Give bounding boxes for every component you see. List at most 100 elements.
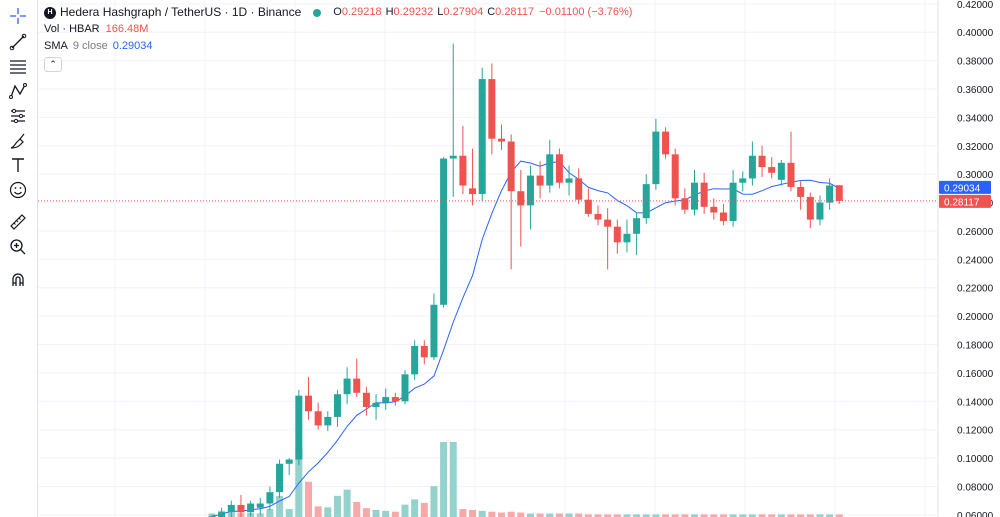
volume-bar [555, 513, 563, 517]
candle[interactable] [681, 198, 689, 210]
candle[interactable] [594, 213, 602, 220]
sma-row[interactable]: SMA 9 close 0.29034 [44, 38, 634, 55]
candle[interactable] [333, 394, 341, 417]
candle[interactable] [777, 162, 785, 180]
candle[interactable] [729, 182, 737, 222]
crosshair-icon[interactable] [8, 6, 28, 26]
candle[interactable] [440, 158, 448, 305]
candle[interactable] [758, 155, 766, 168]
volume-bar [787, 514, 795, 517]
candle[interactable] [430, 304, 438, 358]
candle[interactable] [295, 395, 303, 460]
zoom-in-icon[interactable] [8, 237, 28, 257]
volume-bar [469, 509, 477, 517]
volume-bar [652, 514, 660, 517]
candle[interactable] [787, 162, 795, 187]
forecast-icon[interactable] [8, 106, 28, 126]
candle[interactable] [247, 503, 255, 513]
candle[interactable] [575, 178, 583, 200]
candle[interactable] [652, 131, 660, 185]
volume-bar [498, 512, 505, 517]
pattern-icon[interactable] [8, 81, 28, 101]
low-value: 0.27904 [443, 6, 484, 18]
candle[interactable] [613, 226, 621, 243]
candle[interactable] [314, 411, 322, 426]
candle[interactable] [700, 182, 708, 207]
volume-bar [324, 507, 332, 517]
drawing-toolbar [0, 0, 38, 517]
candle[interactable] [478, 79, 486, 195]
candle[interactable] [372, 402, 380, 407]
candle[interactable] [826, 185, 834, 203]
emoji-icon[interactable] [8, 180, 28, 200]
candle[interactable] [604, 219, 612, 227]
candle[interactable] [584, 199, 592, 214]
candle[interactable] [469, 188, 477, 195]
candle[interactable] [806, 196, 814, 220]
candle[interactable] [401, 374, 409, 402]
candle[interactable] [816, 202, 824, 220]
y-tick-label: 0.08000 [957, 482, 994, 493]
candle[interactable] [555, 154, 563, 183]
candle[interactable] [218, 512, 226, 517]
candle[interactable] [768, 167, 776, 173]
volume-row[interactable]: Vol · HBAR 166.48M [44, 21, 634, 38]
volume-bar [758, 514, 766, 517]
candle[interactable] [237, 504, 245, 513]
candle[interactable] [382, 397, 390, 403]
collapse-legend-button[interactable]: ⌃ [44, 57, 62, 72]
candle[interactable] [748, 155, 756, 179]
candle[interactable] [739, 178, 747, 183]
trend-line-icon[interactable] [8, 32, 28, 52]
candle[interactable] [420, 345, 428, 358]
candle[interactable] [498, 138, 505, 142]
chart-area[interactable]: 0.06000 0.08000 0.10000 0.12000 0.14000 0.160… [38, 0, 1000, 517]
candle[interactable] [343, 378, 351, 395]
candle[interactable] [546, 154, 554, 186]
candle[interactable] [488, 79, 496, 139]
candle[interactable] [285, 459, 293, 464]
candle[interactable] [662, 131, 670, 155]
volume-bar [613, 514, 621, 517]
candle[interactable] [565, 178, 573, 183]
candle[interactable] [266, 492, 274, 504]
candle[interactable] [536, 175, 544, 186]
candle[interactable] [362, 392, 370, 407]
y-tick-label: 0.18000 [957, 341, 994, 352]
candle[interactable] [256, 503, 264, 508]
low-label: L [437, 6, 444, 18]
candle[interactable] [710, 206, 718, 213]
brush-icon[interactable] [8, 131, 28, 151]
volume-bar [343, 489, 351, 517]
y-tick-label: 0.38000 [957, 57, 994, 68]
y-tick-label: 0.34000 [957, 113, 994, 124]
candle[interactable] [517, 191, 525, 206]
magnet-icon[interactable] [8, 270, 28, 290]
price-chart[interactable]: 0.06000 0.08000 0.10000 0.12000 0.14000 0.160… [38, 0, 1000, 517]
candle[interactable] [459, 155, 467, 186]
candle[interactable] [507, 141, 515, 192]
candle[interactable] [691, 182, 698, 210]
candle[interactable] [411, 345, 419, 375]
candle[interactable] [797, 186, 805, 197]
candle[interactable] [391, 397, 399, 402]
candle[interactable] [353, 378, 361, 393]
ruler-icon[interactable] [8, 212, 28, 232]
candle[interactable] [449, 155, 457, 159]
candle[interactable] [526, 175, 534, 206]
fib-lines-icon[interactable] [8, 56, 28, 76]
candle[interactable] [305, 395, 312, 412]
text-icon[interactable] [8, 155, 28, 175]
candle[interactable] [642, 184, 650, 219]
candle[interactable] [671, 154, 679, 199]
candle[interactable] [623, 233, 631, 243]
symbol-title[interactable]: Hedera Hashgraph / TetherUS · 1D · Binan… [60, 5, 302, 19]
candle[interactable] [633, 218, 641, 234]
volume-bar [565, 513, 573, 517]
candle[interactable] [227, 504, 235, 513]
candle[interactable] [835, 185, 843, 201]
candle[interactable] [719, 212, 727, 222]
close-label: C [487, 6, 496, 18]
candle[interactable] [276, 463, 284, 493]
candle[interactable] [324, 416, 332, 426]
